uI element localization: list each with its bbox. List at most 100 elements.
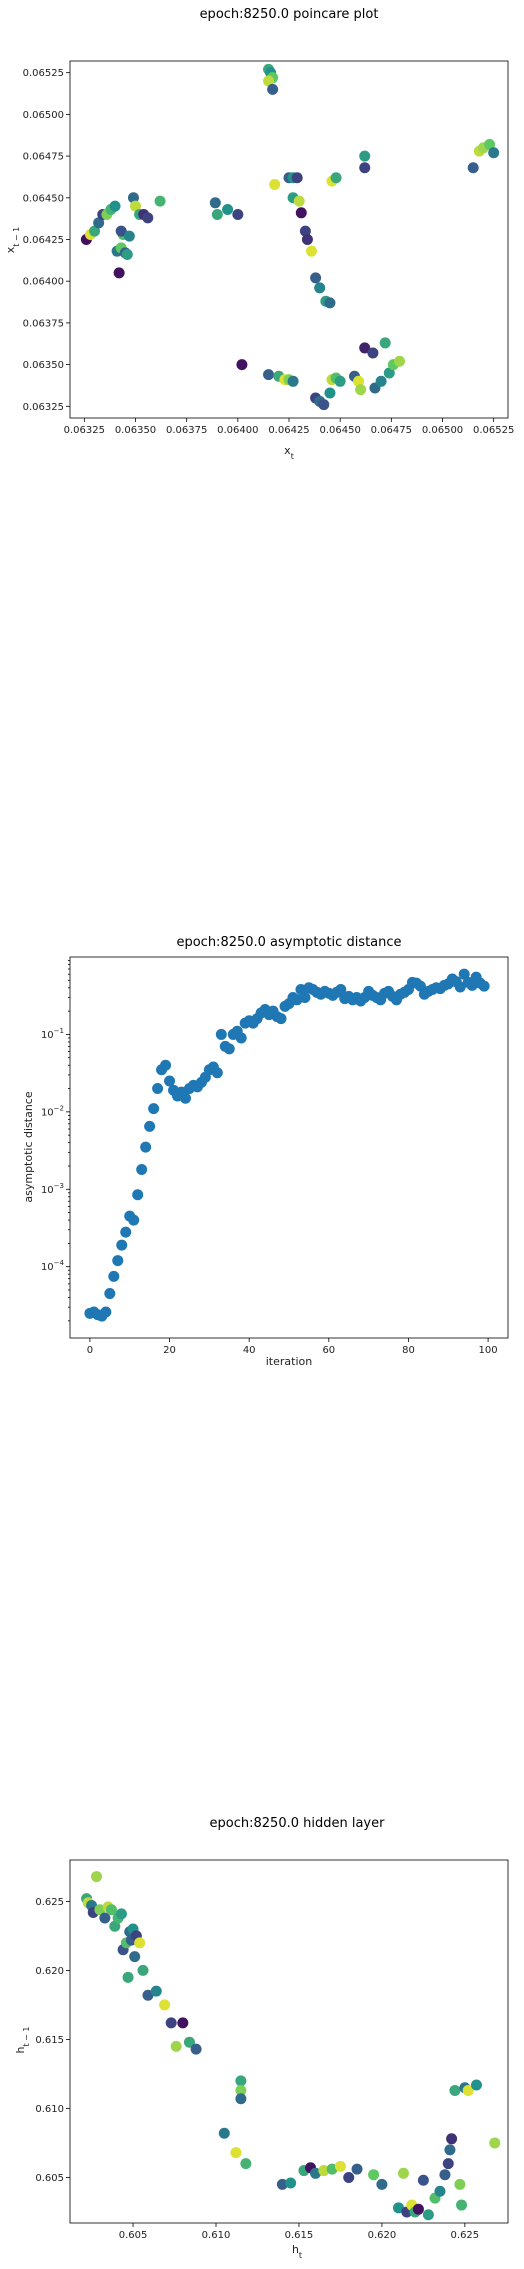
data-point [442, 2158, 454, 2170]
data-point [94, 1904, 106, 1916]
data-point [148, 1103, 160, 1115]
data-point [136, 1164, 148, 1176]
data-point [355, 384, 367, 396]
x-tick-label: 0 [87, 1345, 93, 1356]
data-point [93, 217, 105, 229]
data-point [120, 1226, 132, 1238]
x-tick-label: 100 [479, 1345, 498, 1356]
data-point [240, 2158, 252, 2170]
data-point [470, 2079, 482, 2091]
data-point [379, 337, 391, 349]
y-tick-label: 0.06425 [23, 235, 64, 246]
data-point [318, 399, 330, 411]
plot-frame [69, 60, 509, 419]
chart-title: epoch:8250.0 poincare plot [200, 7, 379, 22]
data-point [359, 342, 371, 354]
data-point [444, 2144, 456, 2156]
data-point [152, 1083, 164, 1095]
data-point [235, 2075, 247, 2087]
x-tick-label: 0.06525 [473, 425, 514, 436]
x-axis-ticks: 0 20 40 60 80 100 [87, 1338, 498, 1356]
data-point [376, 2178, 388, 2190]
x-tick-label: 0.06325 [64, 425, 105, 436]
data-point [263, 369, 275, 381]
data-point [165, 2017, 177, 2029]
data-point [230, 2147, 242, 2159]
data-point [359, 162, 371, 174]
plot-frame [69, 956, 509, 1339]
data-point [235, 2084, 247, 2096]
y-axis-label: asymptotic distance [22, 1091, 35, 1202]
data-point [295, 207, 307, 219]
x-tick-label: 0.06350 [115, 425, 156, 436]
data-point [160, 1059, 172, 1071]
data-point [434, 2185, 446, 2197]
x-tick-label: 0.605 [119, 2230, 148, 2241]
data-point [454, 981, 466, 993]
y-tick-label: 0.605 [35, 2173, 64, 2184]
data-point [115, 1908, 127, 1920]
data-point [105, 1904, 117, 1916]
data-point [134, 1937, 146, 1949]
data-point [150, 1985, 162, 1997]
y-tick-label: 0.06450 [23, 193, 64, 204]
data-point [351, 2163, 363, 2175]
data-point [122, 1971, 134, 1983]
data-point [140, 1141, 152, 1153]
y-tick-label: 0.625 [35, 1897, 64, 1908]
data-point [100, 1306, 112, 1318]
data-point [113, 267, 125, 279]
data-point [310, 2167, 322, 2179]
data-point [489, 2137, 501, 2149]
data-point [449, 2084, 461, 2096]
data-point [91, 1871, 103, 1883]
data-point [132, 1189, 144, 1201]
data-point [299, 991, 311, 1003]
data-point [335, 984, 347, 996]
x-tick-label: 0.620 [368, 2230, 397, 2241]
y-axis-label: ht − 1 [14, 2027, 31, 2054]
data-point [89, 225, 101, 237]
x-axis-label: xt [284, 444, 294, 461]
data-point [129, 1951, 141, 1963]
data-point [215, 1028, 227, 1040]
x-axis-label: ht [292, 2243, 302, 2260]
data-point [109, 200, 121, 212]
y-axis-label: xt − 1 [4, 227, 21, 254]
data-point [115, 225, 127, 237]
data-point [488, 147, 500, 159]
data-point [263, 75, 275, 87]
data-point [375, 375, 387, 387]
data-point [275, 1013, 287, 1025]
y-tick-label: 0.06525 [23, 68, 64, 79]
data-point [235, 1032, 247, 1044]
data-point [353, 375, 365, 387]
data-point [211, 208, 223, 220]
x-axis-label: iteration [266, 1355, 312, 1368]
data-point [326, 2163, 338, 2175]
data-point [232, 208, 244, 220]
y-tick-label: 0.620 [35, 1966, 64, 1977]
data-point [439, 2169, 451, 2181]
data-point [324, 297, 336, 309]
x-tick-label: 0.610 [202, 2230, 231, 2241]
y-tick-label: 0.06400 [23, 277, 64, 288]
data-point [324, 387, 336, 399]
data-point [104, 1288, 116, 1300]
data-point [123, 230, 135, 242]
hidden-layer-chart: epoch:8250.0 hidden layer 0.605 0.610 0.61… [14, 1816, 509, 2260]
plot-frame [69, 1859, 509, 2224]
y-axis-ticks: 10−4 10−3 10−2 10−1 [41, 960, 70, 1322]
data-point [109, 1920, 121, 1932]
data-point [164, 1075, 176, 1087]
x-tick-label: 20 [163, 1345, 176, 1356]
data-point [144, 1120, 156, 1132]
chart-title: epoch:8250.0 hidden layer [210, 1816, 386, 1831]
data-point [211, 1067, 223, 1079]
y-tick-label: 0.06375 [23, 318, 64, 329]
data-point [301, 234, 313, 245]
data-point [412, 2203, 424, 2215]
data-point [108, 1270, 120, 1282]
data-point [137, 1964, 149, 1976]
x-tick-label: 0.06425 [268, 425, 309, 436]
